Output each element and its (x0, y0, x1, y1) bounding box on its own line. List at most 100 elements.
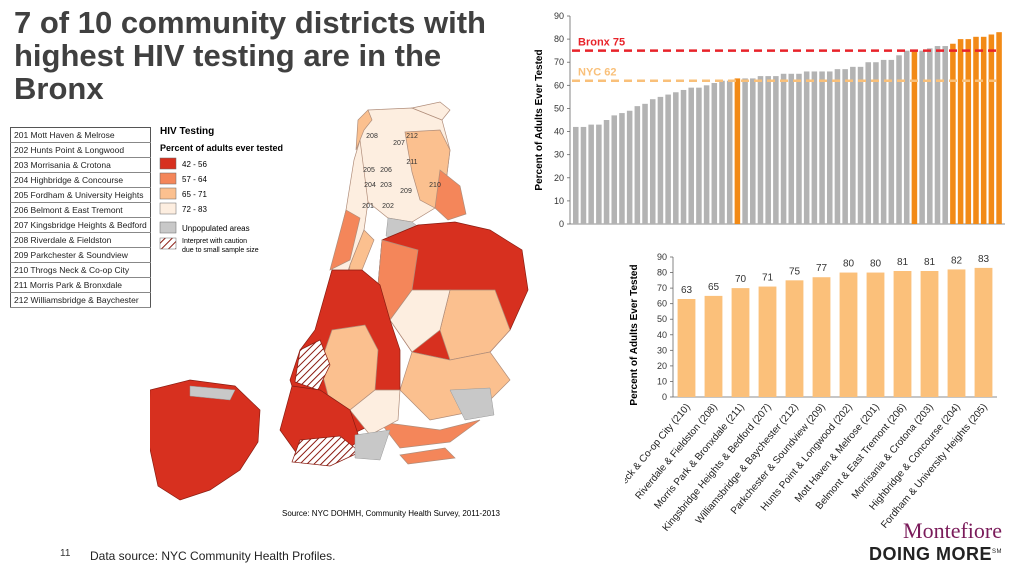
top-y-tick-label: 0 (559, 219, 564, 229)
top-bar (780, 73, 787, 225)
district-row: 203 Morrisania & Crotona (10, 157, 151, 173)
legend-swatch-unpopulated (159, 221, 177, 234)
top-y-tick-label: 40 (554, 127, 564, 137)
top-bar (742, 78, 748, 225)
district-name: 211 Morris Park & Bronxdale (10, 277, 151, 293)
legend-bin-label: 57 - 64 (182, 175, 207, 184)
legend-label-unpopulated: Unpopulated areas (182, 224, 250, 233)
top-bar (619, 113, 625, 224)
district-name: 203 Morrisania & Crotona (10, 157, 151, 173)
district-row: 208 Riverdale & Fieldston (10, 232, 151, 248)
top-bar (911, 50, 918, 224)
bottom-bar-value-label: 81 (897, 257, 909, 268)
top-bar (750, 78, 756, 225)
top-bar (996, 32, 1002, 224)
chart-all-districts: Percent of Adults Ever Tested 0 10 20 30 40 5… (534, 11, 1005, 229)
bottom-bar-value-label: 80 (843, 259, 855, 270)
district-row: 204 Highbridge & Concourse (10, 172, 151, 188)
top-bar (757, 76, 764, 224)
brand-tagline: DOING MORESM (868, 544, 1002, 564)
legend-bin-label: 72 - 83 (182, 205, 207, 214)
top-bar (957, 39, 964, 224)
bottom-bar (866, 272, 885, 397)
top-bar (919, 50, 925, 224)
district-row: 202 Hunts Point & Longwood (10, 142, 151, 158)
top-bar (865, 62, 872, 224)
bottom-bar (758, 286, 777, 397)
district-name: 206 Belmont & East Tremont (10, 202, 151, 218)
slide-number: 11 (60, 548, 71, 559)
map-legend-subtitle: Percent of adults ever tested (160, 143, 283, 153)
top-bar (903, 50, 910, 224)
district-name: 205 Fordham & University Heights (10, 187, 151, 203)
map-district-label: 204 (364, 182, 376, 189)
bottom-y-tick-label: 90 (657, 252, 667, 262)
top-bar (734, 78, 741, 225)
district-name: 201 Mott Haven & Melrose (10, 127, 151, 143)
top-bar (880, 59, 887, 225)
bottom-y-tick-label: 50 (657, 314, 667, 324)
nyc-district-map: HIV Testing Percent of adults ever teste… (150, 101, 529, 518)
top-bar (850, 66, 856, 224)
map-district-label: 206 (380, 167, 392, 174)
bottom-bar (812, 277, 831, 397)
legend-swatch (159, 157, 177, 170)
top-y-tick-label: 20 (554, 173, 564, 183)
top-bar (634, 106, 641, 224)
reference-line-label: NYC 62 (578, 67, 617, 79)
bottom-bar-value-label: 65 (708, 282, 720, 293)
map-district-label: 211 (406, 159, 417, 166)
chart-bronx-districts: Percent of Adults Ever Tested 0 10 20 30 40 5… (625, 252, 997, 534)
top-bar (773, 76, 779, 224)
bottom-bar (974, 267, 993, 397)
bottom-bar-value-label: 75 (789, 266, 801, 277)
map-region-caution-2 (291, 435, 361, 467)
bottom-y-tick-label: 80 (657, 268, 667, 278)
top-bar (611, 115, 618, 224)
top-bar (819, 71, 825, 224)
top-chart-ylabel: Percent of Adults Ever Tested (534, 49, 545, 190)
top-y-tick-label: 90 (554, 11, 564, 21)
top-bar (649, 99, 656, 224)
bottom-bar (785, 280, 804, 397)
map-district-label: 202 (382, 203, 394, 210)
bottom-bar (704, 295, 723, 397)
district-row: 212 Williamsbridge & Baychester (10, 292, 151, 308)
legend-bin-label: 65 - 71 (182, 190, 207, 199)
legend-swatch (159, 172, 177, 185)
top-bar (888, 59, 895, 225)
district-row: 210 Throgs Neck & Co-op City (10, 262, 151, 278)
top-bar (873, 62, 879, 224)
top-bar (765, 76, 771, 224)
district-row: 205 Fordham & University Heights (10, 187, 151, 203)
map-region-staten-island (150, 379, 261, 501)
map-district-label: 207 (393, 140, 405, 147)
top-y-tick-label: 10 (554, 196, 564, 206)
map-source: Source: NYC DOHMH, Community Health Surv… (282, 509, 501, 518)
bottom-y-tick-label: 20 (657, 361, 667, 371)
district-row: 206 Belmont & East Tremont (10, 202, 151, 218)
bottom-bar-value-label: 83 (978, 254, 990, 265)
top-y-tick-label: 50 (554, 103, 564, 113)
bottom-bar (920, 271, 939, 397)
district-row: 207 Kingsbridge Heights & Bedford (10, 217, 151, 233)
legend-swatch (159, 187, 177, 200)
district-name: 209 Parkchester & Soundview (10, 247, 151, 263)
top-bar (811, 71, 818, 224)
top-bar (665, 94, 671, 224)
legend-label-caution-2: due to small sample size (182, 247, 259, 254)
map-district-label: 212 (406, 133, 418, 140)
map-region-caution-1 (294, 339, 331, 391)
top-bar (573, 126, 579, 224)
legend-bin-label: 42 - 56 (182, 160, 207, 169)
bottom-bar-value-label: 77 (816, 263, 828, 274)
top-bar (788, 73, 795, 225)
district-row: 211 Morris Park & Bronxdale (10, 277, 151, 293)
bottom-bar-value-label: 82 (951, 255, 963, 266)
top-y-tick-label: 70 (554, 57, 564, 67)
top-bar (842, 69, 848, 225)
bottom-bar (947, 269, 966, 397)
bottom-bar (677, 299, 696, 397)
top-bar (588, 124, 594, 224)
top-bar (580, 126, 587, 224)
